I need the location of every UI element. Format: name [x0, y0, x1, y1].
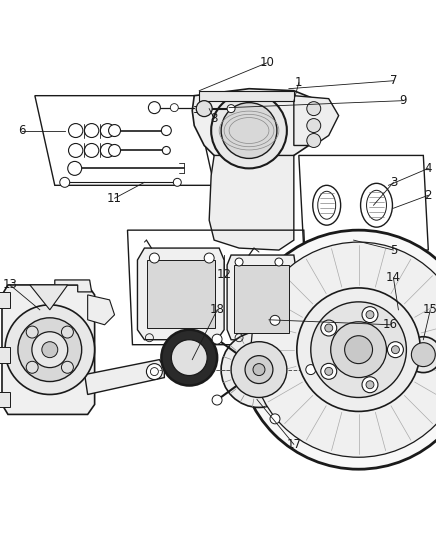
Circle shape [270, 316, 280, 325]
Circle shape [61, 361, 74, 373]
Circle shape [392, 346, 399, 354]
Circle shape [149, 253, 159, 263]
Circle shape [161, 126, 171, 135]
Circle shape [221, 103, 277, 158]
Circle shape [148, 102, 160, 114]
Circle shape [325, 324, 333, 332]
Text: 5: 5 [390, 244, 397, 256]
Polygon shape [294, 96, 339, 146]
Text: 15: 15 [423, 303, 438, 316]
Circle shape [32, 332, 68, 368]
Circle shape [251, 242, 438, 457]
Polygon shape [85, 360, 164, 394]
Text: 12: 12 [217, 269, 232, 281]
Polygon shape [0, 346, 10, 362]
Circle shape [227, 104, 235, 112]
Text: 18: 18 [210, 303, 225, 316]
Circle shape [362, 306, 378, 322]
Text: 1: 1 [295, 76, 303, 89]
Polygon shape [199, 91, 294, 101]
Circle shape [42, 342, 58, 358]
Circle shape [411, 343, 435, 367]
Text: 14: 14 [386, 271, 401, 285]
Circle shape [162, 147, 170, 155]
Circle shape [307, 134, 321, 148]
Circle shape [307, 118, 321, 133]
Polygon shape [88, 295, 115, 325]
Circle shape [297, 288, 420, 411]
Circle shape [26, 361, 38, 373]
Circle shape [204, 253, 214, 263]
Polygon shape [30, 285, 68, 310]
Bar [234, 265, 289, 333]
Polygon shape [0, 392, 10, 407]
Text: 3: 3 [390, 176, 397, 189]
Circle shape [270, 414, 280, 424]
Circle shape [231, 342, 287, 398]
Circle shape [26, 326, 38, 338]
Polygon shape [55, 280, 92, 292]
Circle shape [345, 336, 373, 364]
Circle shape [362, 377, 378, 393]
Circle shape [275, 258, 283, 266]
Text: 8: 8 [211, 112, 218, 125]
Circle shape [245, 356, 273, 384]
Circle shape [366, 311, 374, 319]
Circle shape [5, 305, 95, 394]
Circle shape [109, 144, 120, 156]
Polygon shape [2, 285, 95, 415]
Circle shape [306, 365, 316, 375]
Circle shape [146, 364, 162, 379]
Circle shape [170, 103, 178, 111]
Circle shape [161, 330, 217, 385]
Circle shape [18, 318, 81, 382]
Circle shape [307, 102, 321, 116]
Circle shape [239, 230, 438, 469]
Circle shape [173, 179, 181, 187]
Circle shape [321, 320, 337, 336]
Circle shape [366, 381, 374, 389]
Circle shape [171, 340, 207, 376]
Circle shape [221, 332, 297, 407]
Text: 17: 17 [286, 438, 301, 451]
Circle shape [388, 342, 403, 358]
Circle shape [61, 326, 74, 338]
Text: 16: 16 [383, 318, 398, 332]
Circle shape [331, 322, 386, 377]
Circle shape [235, 258, 243, 266]
Text: 11: 11 [107, 192, 122, 205]
Circle shape [196, 101, 212, 117]
Circle shape [68, 161, 81, 175]
Circle shape [109, 125, 120, 136]
Polygon shape [138, 248, 224, 340]
Circle shape [321, 364, 337, 379]
Circle shape [150, 368, 159, 376]
Text: 13: 13 [3, 278, 18, 292]
Circle shape [60, 177, 70, 187]
Bar [148, 260, 215, 328]
Polygon shape [209, 156, 294, 250]
Text: 2: 2 [424, 189, 432, 202]
Polygon shape [0, 292, 10, 308]
Circle shape [212, 395, 222, 405]
Text: 10: 10 [259, 56, 274, 69]
Polygon shape [192, 88, 324, 175]
Circle shape [325, 367, 333, 375]
Text: 4: 4 [424, 162, 432, 175]
Text: 6: 6 [18, 124, 26, 137]
Circle shape [211, 93, 287, 168]
Polygon shape [227, 255, 296, 342]
Circle shape [253, 364, 265, 376]
Circle shape [212, 334, 222, 344]
Circle shape [311, 302, 406, 398]
Circle shape [406, 337, 438, 373]
Text: 7: 7 [390, 74, 397, 87]
Text: 9: 9 [399, 94, 407, 107]
